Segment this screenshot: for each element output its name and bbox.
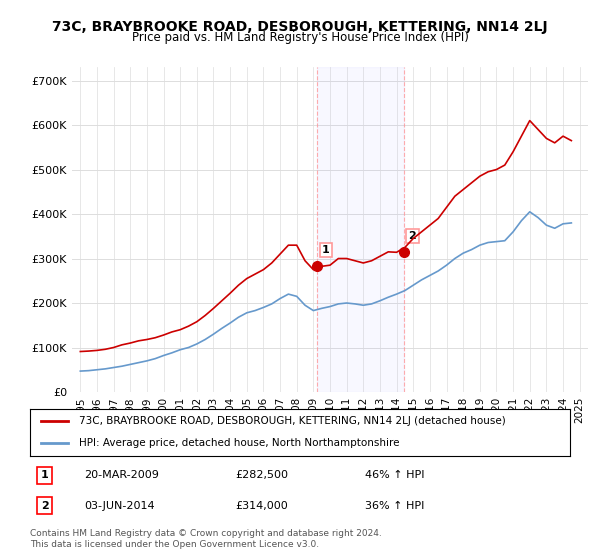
Text: 1: 1	[41, 470, 49, 480]
Text: 36% ↑ HPI: 36% ↑ HPI	[365, 501, 424, 511]
Text: 1: 1	[322, 245, 330, 255]
Text: 2: 2	[41, 501, 49, 511]
Text: HPI: Average price, detached house, North Northamptonshire: HPI: Average price, detached house, Nort…	[79, 438, 399, 448]
Text: Price paid vs. HM Land Registry's House Price Index (HPI): Price paid vs. HM Land Registry's House …	[131, 31, 469, 44]
Text: 03-JUN-2014: 03-JUN-2014	[84, 501, 155, 511]
Text: £314,000: £314,000	[235, 501, 288, 511]
Text: 20-MAR-2009: 20-MAR-2009	[84, 470, 159, 480]
Text: £282,500: £282,500	[235, 470, 288, 480]
Text: 73C, BRAYBROOKE ROAD, DESBOROUGH, KETTERING, NN14 2LJ: 73C, BRAYBROOKE ROAD, DESBOROUGH, KETTER…	[52, 20, 548, 34]
Bar	[317, 67, 404, 392]
Text: 46% ↑ HPI: 46% ↑ HPI	[365, 470, 424, 480]
Text: Contains HM Land Registry data © Crown copyright and database right 2024.
This d: Contains HM Land Registry data © Crown c…	[30, 529, 382, 549]
Text: 2: 2	[409, 231, 416, 241]
Text: 73C, BRAYBROOKE ROAD, DESBOROUGH, KETTERING, NN14 2LJ (detached house): 73C, BRAYBROOKE ROAD, DESBOROUGH, KETTER…	[79, 416, 505, 426]
